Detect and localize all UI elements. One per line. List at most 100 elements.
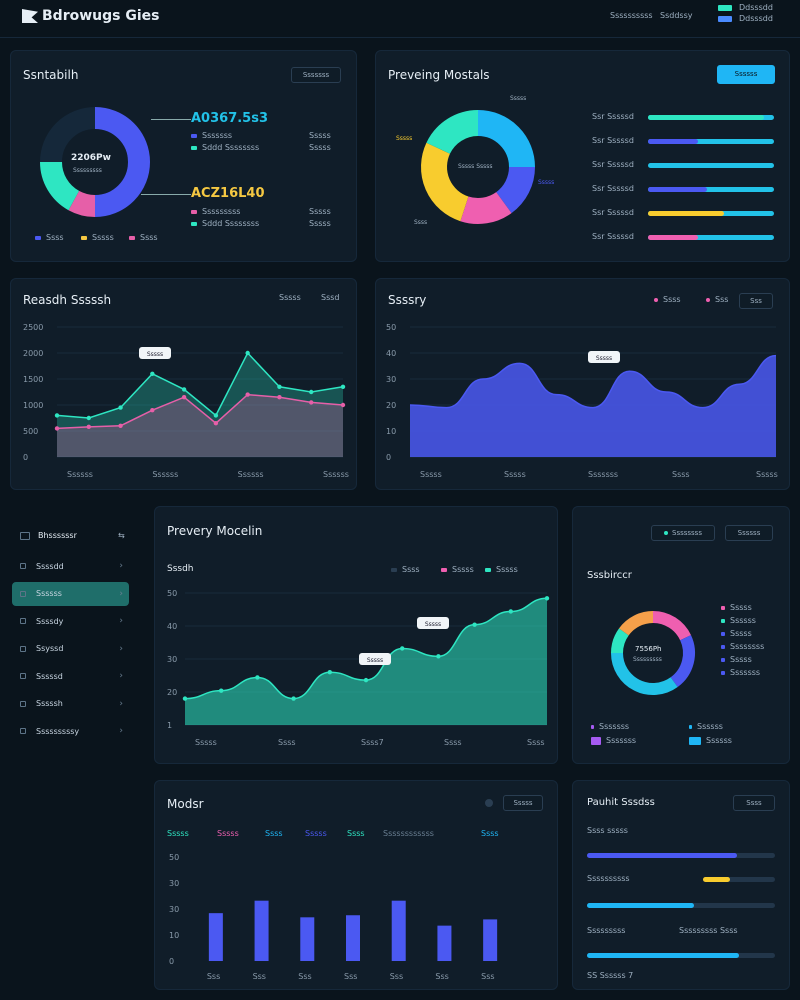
chart-legend-pill[interactable]: Sss	[739, 293, 773, 309]
progress-track	[648, 115, 774, 120]
data-point[interactable]	[213, 413, 219, 418]
donut-callout-3: Ssss	[414, 219, 428, 226]
bar[interactable]	[346, 915, 360, 961]
x-tick-label: Ssssss	[67, 470, 93, 479]
data-point[interactable]	[363, 677, 369, 683]
data-point[interactable]	[436, 654, 441, 659]
chart-control-1[interactable]: Sssss	[279, 293, 301, 302]
sidebar-collapse-icon[interactable]: ⇆	[118, 531, 125, 540]
summary-donut-segment	[619, 611, 654, 636]
data-point[interactable]	[181, 395, 187, 400]
data-point[interactable]	[182, 696, 188, 701]
x-tick-label: Sss	[435, 972, 448, 981]
legend-swatch	[721, 644, 725, 649]
progress-track	[648, 211, 774, 216]
sidebar-item[interactable]: Ssssdd ›	[12, 554, 129, 578]
legend-label: Ssssss	[730, 616, 756, 625]
prevery-panel: Prevery Mocelin Sssdh Ssss Sssss Sssss 5…	[154, 506, 558, 764]
data-point[interactable]	[400, 646, 405, 651]
donut-segment	[495, 166, 535, 214]
series-area	[410, 355, 776, 457]
y-tick-label: 40	[386, 349, 396, 358]
donut-center-label: Sssss Sssss	[458, 163, 493, 170]
x-tick-label: Ssss7	[361, 738, 384, 747]
bar[interactable]	[208, 913, 223, 961]
data-point[interactable]	[291, 696, 296, 701]
data-point[interactable]	[54, 426, 60, 431]
y-tick-label: 50	[167, 589, 177, 598]
data-point[interactable]	[508, 609, 513, 614]
y-tick-label: 30	[169, 905, 179, 914]
summary-button-1[interactable]: Ssssssss	[651, 525, 715, 541]
nav-item-icon	[20, 700, 26, 707]
data-point[interactable]	[150, 371, 155, 376]
data-point[interactable]	[544, 596, 550, 601]
chart-legend-1: Ssss	[391, 565, 420, 574]
bar-label: Ssr Sssssd	[592, 136, 634, 145]
data-point[interactable]	[277, 384, 282, 389]
panel-action-button[interactable]: Ssssss	[717, 65, 775, 84]
data-point[interactable]	[340, 384, 346, 389]
bar[interactable]	[300, 917, 315, 961]
sidebar-item[interactable]: Sssssd ›	[12, 664, 129, 688]
data-point[interactable]	[213, 421, 219, 426]
summary-panel: Ssssssss Ssssss Sssbirccr 7556Ph Sssssss…	[572, 506, 790, 764]
panel-button[interactable]: Sssssss	[291, 67, 341, 83]
data-point[interactable]	[181, 387, 187, 392]
header-nav-item-2[interactable]: Ssddssy	[660, 11, 693, 20]
data-point[interactable]	[86, 415, 91, 421]
data-point[interactable]	[219, 688, 224, 693]
data-point[interactable]	[472, 622, 477, 627]
donut-leader-line-1	[151, 119, 191, 120]
sidebar-item[interactable]: Sssssssssy ›	[12, 719, 129, 743]
data-point[interactable]	[340, 402, 346, 408]
donut-panel: Ssntabilh Sssssss 2206Pw Sssssssss A0367…	[10, 50, 357, 262]
sidebar-item[interactable]: Sssssh ›	[12, 692, 129, 716]
sidebar-item-label: Ssssdd	[36, 561, 64, 571]
bar[interactable]	[391, 900, 406, 961]
chart-control-2[interactable]: Sssd	[321, 293, 340, 302]
data-point[interactable]	[118, 405, 123, 410]
data-point[interactable]	[118, 423, 123, 428]
panel-title: Modsr	[167, 797, 204, 811]
data-point[interactable]	[86, 424, 91, 430]
data-point[interactable]	[309, 400, 314, 405]
legend-label: Sssss	[730, 603, 752, 612]
header-legend-swatch-1	[718, 5, 732, 11]
sidebar-item[interactable]: Ssssdy ›	[12, 609, 129, 633]
status-dot-icon	[664, 531, 668, 535]
y-tick-label: 30	[386, 375, 396, 384]
progress-fill	[703, 877, 731, 882]
panel-button[interactable]: Ssss	[733, 795, 775, 811]
series-line	[56, 351, 344, 419]
data-point[interactable]	[245, 392, 250, 397]
stat-value-1: A0367.5s3	[191, 111, 269, 126]
data-point[interactable]	[54, 413, 60, 418]
data-point[interactable]	[245, 350, 250, 356]
bar[interactable]	[483, 919, 498, 961]
y-tick-label: 10	[169, 931, 179, 940]
sidebar-item[interactable]: Ssssss ›	[12, 581, 129, 606]
stat2-row-1-value: Sssss	[309, 207, 331, 216]
sidebar-item[interactable]: Ssyssd ›	[12, 637, 129, 661]
nav-item-icon	[20, 590, 26, 597]
data-point[interactable]	[327, 670, 332, 675]
progress-track	[587, 953, 775, 958]
chart-subtitle: Sssdh	[167, 564, 194, 574]
progress-track	[587, 853, 775, 858]
data-point[interactable]	[150, 408, 155, 413]
bar[interactable]	[254, 900, 269, 961]
panel-title: Ssntabilh	[23, 68, 79, 82]
data-point[interactable]	[277, 395, 282, 400]
sidebar-item-label: Ssyssd	[36, 644, 64, 653]
data-point[interactable]	[255, 675, 260, 680]
progress-fill	[648, 235, 699, 240]
legend-label: Ssssssssssss	[383, 829, 434, 838]
header-nav-item-1[interactable]: Ssssssssss	[610, 11, 653, 20]
data-point[interactable]	[309, 389, 314, 395]
summary-button-2[interactable]: Ssssss	[725, 525, 773, 541]
chevron-right-icon: ›	[119, 671, 123, 681]
panel-button[interactable]: Sssss	[503, 795, 543, 811]
progress-track	[648, 163, 774, 168]
bar[interactable]	[437, 925, 452, 961]
